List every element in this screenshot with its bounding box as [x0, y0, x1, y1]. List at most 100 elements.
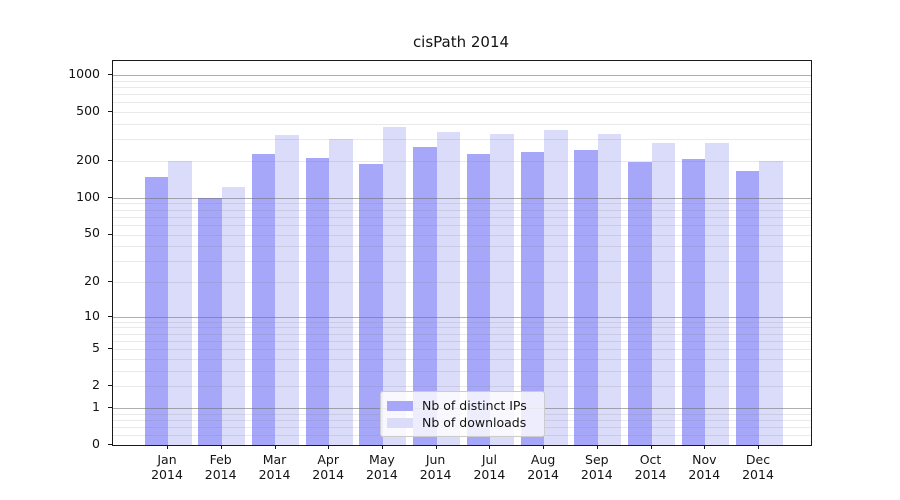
gridline-minor [113, 203, 811, 205]
gridline-minor [113, 94, 811, 96]
bar-distinct-ips [520, 151, 545, 445]
x-tick-label: Sep 2014 [580, 452, 613, 482]
legend-label-distinct-ips: Nb of distinct IPs [422, 397, 527, 413]
bar-downloads [436, 131, 461, 445]
legend-item-downloads: Nb of downloads [387, 414, 536, 430]
bar-downloads [168, 160, 192, 445]
x-tick-label: Aug 2014 [527, 452, 559, 482]
gridline-minor [113, 224, 811, 226]
bar-downloads [544, 130, 568, 445]
bar-distinct-ips [359, 164, 383, 445]
gridline-minor [113, 340, 811, 342]
bar-downloads [221, 186, 246, 445]
x-tick-mark [274, 445, 276, 449]
bar-distinct-ips [628, 161, 652, 445]
legend-label-downloads: Nb of downloads [422, 414, 527, 430]
x-tick-mark [650, 445, 652, 449]
bar-distinct-ips [198, 197, 222, 445]
y-tick-label: 500 [76, 103, 100, 119]
bar-downloads [705, 142, 729, 445]
gridline-minor [113, 349, 811, 351]
gridline-minor [113, 112, 811, 114]
y-tick-label: 1000 [68, 66, 100, 82]
gridline-minor [113, 358, 811, 360]
y-tick-mark [108, 444, 112, 445]
gridline-major [113, 75, 811, 76]
bar-distinct-ips [251, 154, 276, 445]
bar-downloads [597, 134, 622, 445]
bar-distinct-ips [305, 157, 330, 445]
gridline-minor [113, 261, 811, 263]
y-tick-label: 10 [84, 307, 100, 323]
bar-distinct-ips [466, 153, 491, 445]
bar-downloads [275, 134, 299, 445]
bar-distinct-ips [413, 146, 437, 445]
x-tick-mark [167, 445, 168, 449]
y-tick-mark [108, 406, 112, 408]
y-tick-label: 50 [84, 225, 100, 241]
x-tick-label: Dec 2014 [742, 452, 774, 482]
y-tick-mark [108, 281, 112, 282]
gridline-minor [113, 333, 811, 335]
gridline-major [113, 197, 811, 199]
gridline-minor [113, 209, 811, 211]
x-tick-mark [704, 445, 706, 449]
bar-distinct-ips [735, 170, 759, 445]
x-tick-label: Nov 2014 [688, 452, 721, 482]
y-tick-mark [108, 315, 112, 317]
y-tick-mark [108, 111, 112, 113]
x-tick-mark [435, 445, 437, 449]
bar-downloads [651, 143, 676, 445]
y-tick-label: 1 [92, 398, 100, 414]
y-tick-label: 200 [76, 152, 100, 167]
legend-swatch-distinct-ips-icon [387, 400, 413, 411]
bar-distinct-ips [144, 177, 168, 445]
x-tick-mark [381, 445, 383, 449]
gridline-minor [113, 321, 811, 323]
x-tick-mark [489, 445, 491, 449]
x-tick-mark [758, 445, 759, 449]
bar-downloads [759, 160, 783, 445]
gridline-minor [113, 386, 811, 388]
gridline-minor [113, 370, 811, 372]
gridline-minor [113, 246, 811, 248]
gridline-minor [113, 80, 811, 82]
y-tick-mark [108, 385, 112, 387]
gridline-minor [113, 282, 811, 283]
x-tick-label: Jun 2014 [419, 452, 452, 482]
y-tick-mark [108, 348, 112, 350]
y-tick-mark [108, 160, 112, 161]
x-tick-label: Jan 2014 [151, 452, 183, 482]
chart-title: cisPath 2014 [412, 33, 510, 51]
bar-downloads [329, 139, 353, 445]
legend-swatch-downloads-icon [387, 417, 413, 428]
y-tick-mark [108, 74, 112, 75]
legend: Nb of distinct IPs Nb of downloads [380, 391, 545, 437]
y-tick-label: 5 [92, 340, 100, 356]
x-tick-label: Apr 2014 [312, 452, 345, 482]
bar-downloads [382, 126, 407, 445]
gridline-minor [113, 327, 811, 329]
y-tick-label: 2 [92, 377, 100, 393]
gridline-minor [113, 139, 811, 141]
bar-distinct-ips [574, 150, 598, 445]
x-tick-mark [596, 445, 598, 449]
x-tick-label: Oct 2014 [634, 452, 667, 482]
bar-downloads [490, 133, 514, 445]
x-tick-mark [328, 445, 330, 449]
x-tick-label: Jul 2014 [473, 452, 506, 482]
gridline-minor [113, 216, 811, 218]
gridline-major [113, 316, 811, 318]
gridline-minor [113, 102, 811, 104]
legend-item-distinct-ips: Nb of distinct IPs [387, 397, 536, 413]
x-tick-label: Mar 2014 [258, 452, 291, 482]
gridline-minor [113, 87, 811, 88]
x-tick-label: May 2014 [365, 452, 398, 482]
bar-distinct-ips [681, 158, 706, 445]
gridline-minor [113, 234, 811, 236]
y-tick-mark [108, 233, 112, 235]
x-tick-label: Feb 2014 [204, 452, 237, 482]
gridline-minor [113, 124, 811, 125]
y-tick-mark [108, 196, 112, 198]
